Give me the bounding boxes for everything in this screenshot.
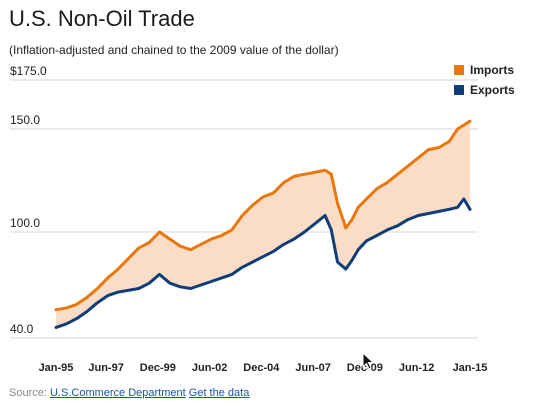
source-line: Source: U.S.Commerce Department Get the … — [9, 387, 249, 399]
y-tick-label: $175.0 — [10, 64, 47, 78]
x-tick-label: Dec-04 — [243, 362, 280, 374]
chart-title: U.S. Non-Oil Trade — [9, 6, 195, 31]
chart-legend: Imports Exports — [454, 60, 515, 100]
mouse-cursor-icon — [362, 351, 375, 375]
exports-line — [54, 197, 472, 329]
gap-area — [56, 121, 470, 328]
x-tick-label: Jun-97 — [88, 362, 123, 374]
x-tick-label: Jun-02 — [192, 362, 227, 374]
get-data-link[interactable]: Get the data — [188, 387, 250, 399]
y-tick-label: 150.0 — [10, 113, 40, 127]
x-tick-label: Jan-15 — [453, 362, 488, 374]
imports-line — [54, 119, 472, 312]
legend-item-exports: Exports — [454, 80, 515, 100]
chart-subtitle: (Inflation-adjusted and chained to the 2… — [9, 43, 339, 57]
x-tick-label: Dec-99 — [140, 362, 176, 374]
legend-label-exports: Exports — [470, 83, 515, 97]
exports-swatch — [454, 85, 464, 95]
legend-item-imports: Imports — [454, 60, 515, 80]
source-label: Source: — [9, 387, 47, 399]
x-tick-label: Dec-09 — [347, 362, 383, 374]
x-tick-label: Jun-12 — [399, 362, 434, 374]
x-tick-label: Jun-07 — [295, 362, 330, 374]
y-tick-label: 40.0 — [10, 322, 34, 336]
x-tick-label: Jan-95 — [39, 362, 74, 374]
legend-label-imports: Imports — [470, 63, 515, 77]
imports-swatch — [454, 65, 464, 75]
y-tick-label: 100.0 — [10, 216, 40, 230]
source-link-commerce[interactable]: U.S.Commerce Department — [49, 387, 186, 399]
